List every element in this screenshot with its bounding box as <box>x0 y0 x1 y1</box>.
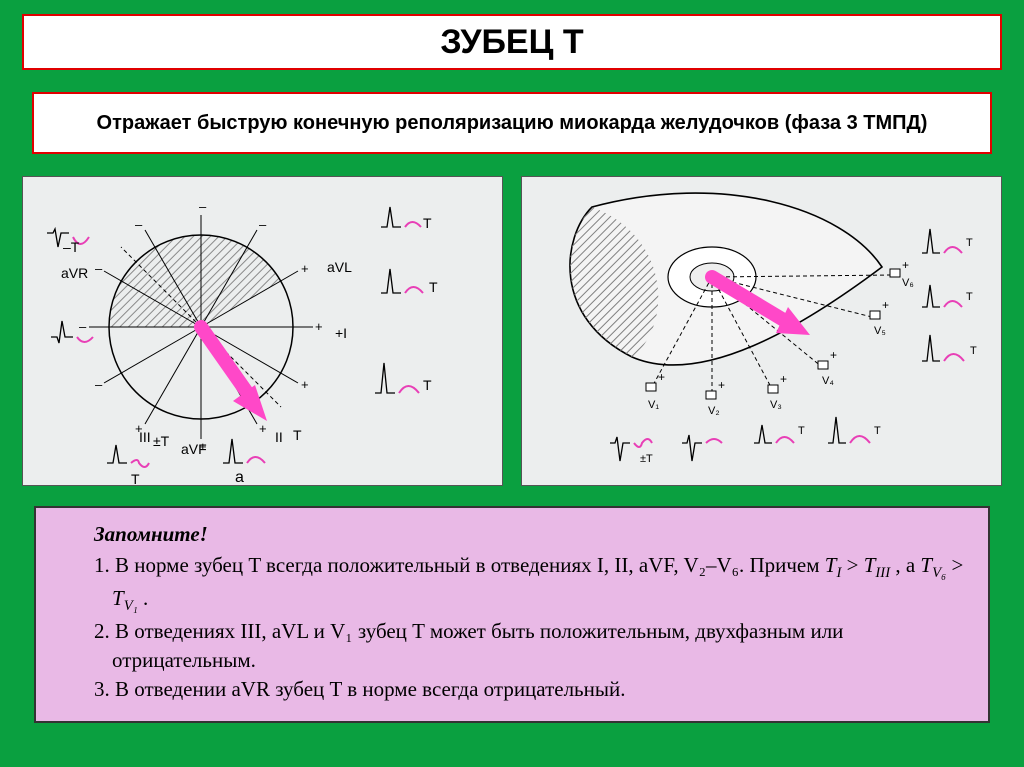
right-svg: + + + + + + <box>522 177 1002 487</box>
label-V6: V₆ <box>902 277 914 289</box>
title-text: ЗУБЕЦ Т <box>440 23 583 62</box>
label-T-bot: T <box>293 427 302 443</box>
diagram-row: + – – + + – – + – + – + <box>22 176 1002 486</box>
n1-Tv1: TV₁ <box>112 586 138 610</box>
diagram-right: + + + + + + V₁ V₂ V₃ V₄ V₅ V₆ T T T ±T T T <box>521 176 1002 486</box>
n1a: 1. В норме зубец T всегда положительный … <box>94 553 825 577</box>
label-Tr3: T <box>970 345 977 357</box>
n1gt1: > <box>847 553 859 577</box>
label-pmT-r: ±T <box>640 453 653 465</box>
svg-text:+: + <box>780 372 787 386</box>
label-T-tr: T <box>423 215 432 231</box>
n1i: . <box>143 586 148 610</box>
svg-text:–: – <box>199 199 207 214</box>
svg-text:+: + <box>315 319 323 334</box>
svg-text:–: – <box>95 377 103 392</box>
label-aVL: aVL <box>327 259 352 275</box>
label-T-r: T <box>429 279 438 295</box>
label-Tr1: T <box>966 237 973 249</box>
n1-Tv6: TV₆ <box>920 553 946 577</box>
label-V4: V₄ <box>822 375 834 387</box>
svg-text:+: + <box>301 261 309 276</box>
label-aVF: aVF <box>181 441 207 457</box>
label-negT-tl: –T <box>63 239 79 255</box>
subtitle-text: Отражает быструю конечную реполяризацию … <box>97 111 928 136</box>
label-V3: V₃ <box>770 399 782 411</box>
svg-text:–: – <box>135 217 143 232</box>
remember-box: Запомните! 1. В норме зубец T всегда пол… <box>34 506 990 723</box>
svg-text:+: + <box>830 348 837 362</box>
n1gt2: > <box>951 553 963 577</box>
n1e: , а <box>895 553 920 577</box>
title-box: ЗУБЕЦ Т <box>22 14 1002 70</box>
svg-text:–: – <box>259 217 267 232</box>
label-Tr2: T <box>966 291 973 303</box>
svg-text:+: + <box>882 298 889 312</box>
note-line-3: 3. В отведении аVR зубец T в норме всегд… <box>94 675 966 704</box>
svg-text:+: + <box>658 370 665 384</box>
label-T-b4: T <box>874 425 881 437</box>
note-heading: Запомните! <box>94 522 966 547</box>
svg-text:+: + <box>718 378 725 392</box>
svg-text:+: + <box>902 258 909 272</box>
note-line-1: 1. В норме зубец T всегда положительный … <box>94 551 966 617</box>
svg-text:+: + <box>301 377 309 392</box>
label-III: III <box>139 429 151 445</box>
label-II: II <box>275 429 283 445</box>
label-T-br: T <box>423 377 432 393</box>
label-pmT: ±T <box>153 433 169 449</box>
label-V5: V₅ <box>874 325 886 337</box>
label-bottom-a: а <box>235 469 244 487</box>
svg-text:–: – <box>95 261 103 276</box>
note-line-2: 2. В отведениях III, аVL и V₁ зубец T мо… <box>94 617 966 676</box>
diagram-left: +– –+ +– –+ –+ –+ <box>22 176 503 486</box>
label-V2: V₂ <box>708 405 720 417</box>
label-T-b3: T <box>798 425 805 437</box>
label-V1: V₁ <box>648 399 659 411</box>
n1-Tiii: TIII <box>864 553 890 577</box>
label-T-bl: T <box>131 471 140 487</box>
label-aVR: aVR <box>61 265 88 281</box>
n1-Ti: TI <box>825 553 842 577</box>
label-I-plus: +I <box>335 325 347 341</box>
subtitle-box: Отражает быструю конечную реполяризацию … <box>32 92 992 154</box>
svg-text:+: + <box>259 421 267 436</box>
svg-text:–: – <box>79 319 87 334</box>
